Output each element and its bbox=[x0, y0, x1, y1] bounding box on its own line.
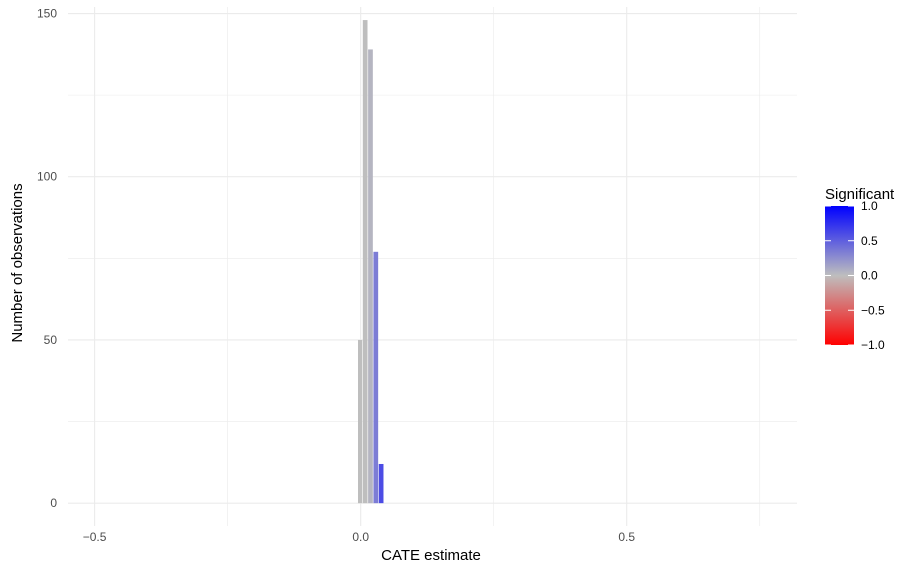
x-tick-label: −0.5 bbox=[83, 530, 107, 544]
legend: Significant 1.0 0.5 0.0 −0.5 −1.0 bbox=[825, 186, 895, 352]
ticks-layer: −0.5 0.0 0.5 0 50 100 150 bbox=[37, 7, 635, 544]
histogram-bar bbox=[362, 20, 368, 504]
histogram-bar bbox=[368, 49, 373, 504]
y-tick-label: 0 bbox=[50, 496, 57, 510]
y-tick-label: 150 bbox=[37, 7, 57, 21]
y-axis-title: Number of observations bbox=[9, 183, 26, 342]
legend-title: Significant bbox=[825, 186, 895, 203]
legend-tick-label: −1.0 bbox=[861, 338, 885, 352]
grid-layer bbox=[68, 7, 797, 526]
y-tick-label: 50 bbox=[44, 333, 58, 347]
legend-tick-label: 1.0 bbox=[861, 199, 878, 213]
x-tick-label: 0.0 bbox=[352, 530, 369, 544]
legend-tick-label: −0.5 bbox=[861, 303, 885, 317]
bars-layer bbox=[358, 20, 384, 504]
histogram-bar bbox=[358, 339, 363, 504]
histogram-bar bbox=[378, 463, 384, 504]
legend-ticks: 1.0 0.5 0.0 −0.5 −1.0 bbox=[825, 199, 885, 352]
x-tick-label: 0.5 bbox=[618, 530, 635, 544]
histogram-bar bbox=[373, 251, 379, 504]
legend-tick-label: 0.5 bbox=[861, 234, 878, 248]
y-tick-label: 100 bbox=[37, 170, 57, 184]
x-axis-title: CATE estimate bbox=[381, 547, 481, 564]
legend-tick-label: 0.0 bbox=[861, 269, 878, 283]
